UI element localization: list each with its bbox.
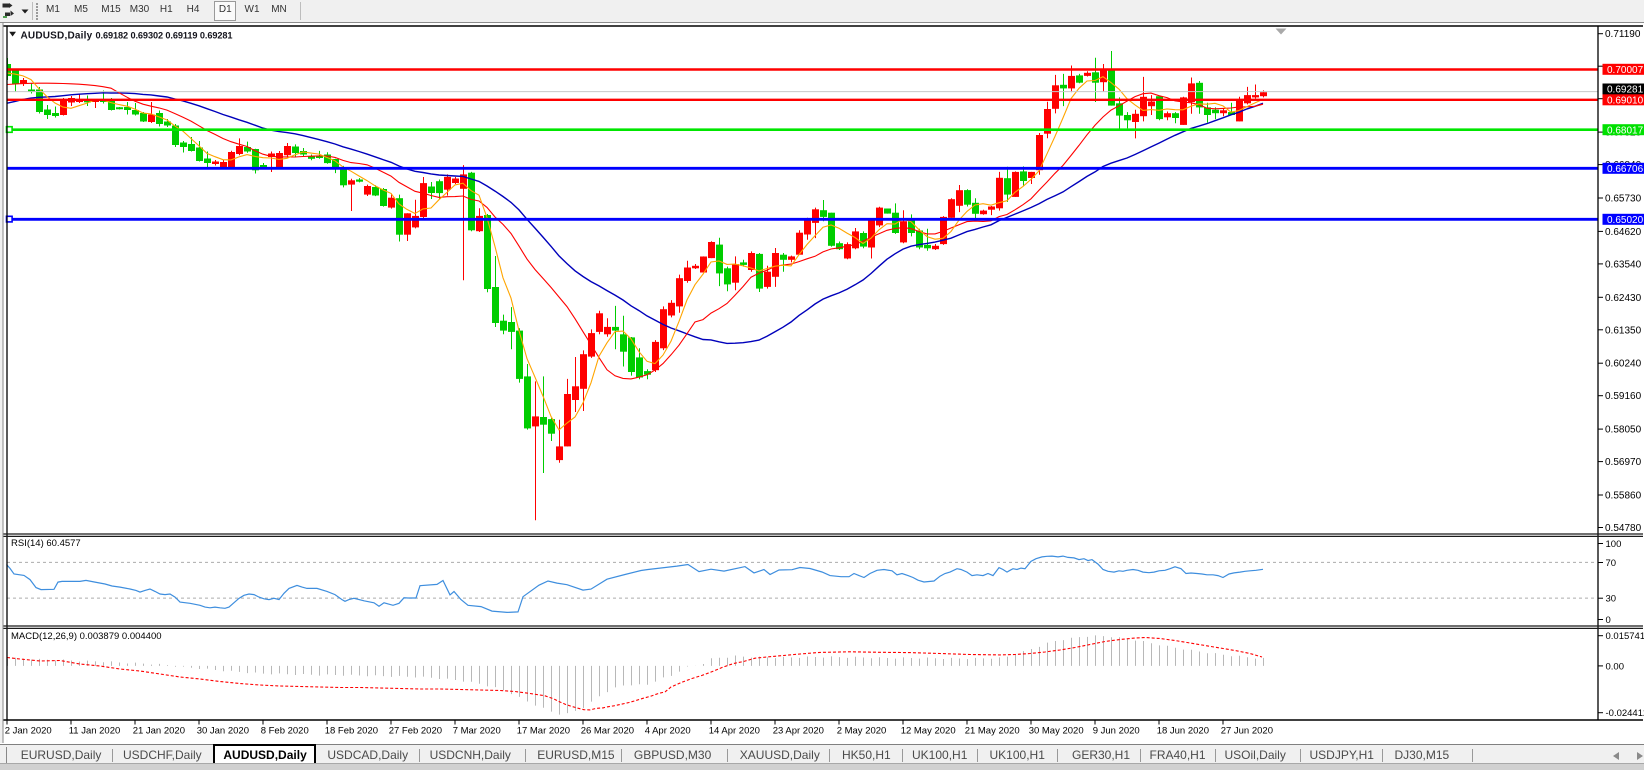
svg-text:18 Jun 2020: 18 Jun 2020 bbox=[1157, 726, 1209, 737]
svg-text:2 May 2020: 2 May 2020 bbox=[837, 726, 887, 737]
svg-text:30 May 2020: 30 May 2020 bbox=[1029, 726, 1084, 737]
svg-text:0.62430: 0.62430 bbox=[1605, 293, 1642, 304]
svg-text:100: 100 bbox=[1606, 539, 1622, 550]
svg-text:AUDUSD,Daily: AUDUSD,Daily bbox=[21, 31, 93, 42]
svg-text:0.00: 0.00 bbox=[1606, 661, 1625, 672]
svg-text:0.71190: 0.71190 bbox=[1605, 29, 1641, 40]
svg-text:0.65020: 0.65020 bbox=[1607, 215, 1644, 226]
svg-text:0.69281: 0.69281 bbox=[1607, 85, 1644, 96]
svg-text:2 Jan 2020: 2 Jan 2020 bbox=[5, 726, 52, 737]
svg-text:0.63540: 0.63540 bbox=[1605, 259, 1642, 270]
svg-text:70: 70 bbox=[1606, 558, 1617, 569]
svg-text:0.61350: 0.61350 bbox=[1605, 325, 1642, 336]
svg-text:MACD(12,26,9) 0.003879 0.00440: MACD(12,26,9) 0.003879 0.004400 bbox=[11, 631, 162, 642]
svg-text:0.69010: 0.69010 bbox=[1607, 96, 1644, 107]
svg-text:21 May 2020: 21 May 2020 bbox=[965, 726, 1020, 737]
svg-text:0.68017: 0.68017 bbox=[1607, 125, 1644, 136]
svg-text:11 Jan 2020: 11 Jan 2020 bbox=[69, 726, 121, 737]
svg-text:27 Feb 2020: 27 Feb 2020 bbox=[389, 726, 442, 737]
svg-text:30 Jan 2020: 30 Jan 2020 bbox=[197, 726, 249, 737]
svg-text:26 Mar 2020: 26 Mar 2020 bbox=[581, 726, 634, 737]
svg-text:0: 0 bbox=[1606, 615, 1611, 626]
svg-text:0.55860: 0.55860 bbox=[1605, 491, 1642, 502]
svg-text:30: 30 bbox=[1606, 594, 1617, 605]
svg-text:14 Apr 2020: 14 Apr 2020 bbox=[709, 726, 760, 737]
svg-text:0.65730: 0.65730 bbox=[1605, 194, 1642, 205]
svg-text:18 Feb 2020: 18 Feb 2020 bbox=[325, 726, 378, 737]
svg-text:0.015741: 0.015741 bbox=[1606, 631, 1644, 642]
svg-text:0.64620: 0.64620 bbox=[1605, 227, 1642, 238]
svg-text:0.56970: 0.56970 bbox=[1605, 457, 1642, 468]
svg-text:0.66706: 0.66706 bbox=[1607, 164, 1644, 175]
svg-text:21 Jan 2020: 21 Jan 2020 bbox=[133, 726, 185, 737]
svg-text:0.69182 0.69302 0.69119 0.6928: 0.69182 0.69302 0.69119 0.69281 bbox=[96, 31, 233, 41]
svg-text:0.70007: 0.70007 bbox=[1607, 65, 1644, 76]
svg-text:27 Jun 2020: 27 Jun 2020 bbox=[1221, 726, 1273, 737]
svg-text:0.58050: 0.58050 bbox=[1605, 425, 1642, 436]
svg-text:23 Apr 2020: 23 Apr 2020 bbox=[773, 726, 824, 737]
svg-text:0.54780: 0.54780 bbox=[1605, 523, 1642, 534]
svg-text:RSI(14) 60.4577: RSI(14) 60.4577 bbox=[11, 538, 81, 549]
svg-text:9 Jun 2020: 9 Jun 2020 bbox=[1093, 726, 1140, 737]
svg-text:4 Apr 2020: 4 Apr 2020 bbox=[645, 726, 691, 737]
svg-text:0.59160: 0.59160 bbox=[1605, 391, 1642, 402]
svg-text:0.60240: 0.60240 bbox=[1605, 359, 1642, 370]
svg-text:12 May 2020: 12 May 2020 bbox=[901, 726, 956, 737]
svg-text:7 Mar 2020: 7 Mar 2020 bbox=[453, 726, 501, 737]
svg-text:17 Mar 2020: 17 Mar 2020 bbox=[517, 726, 570, 737]
svg-text:8 Feb 2020: 8 Feb 2020 bbox=[261, 726, 309, 737]
